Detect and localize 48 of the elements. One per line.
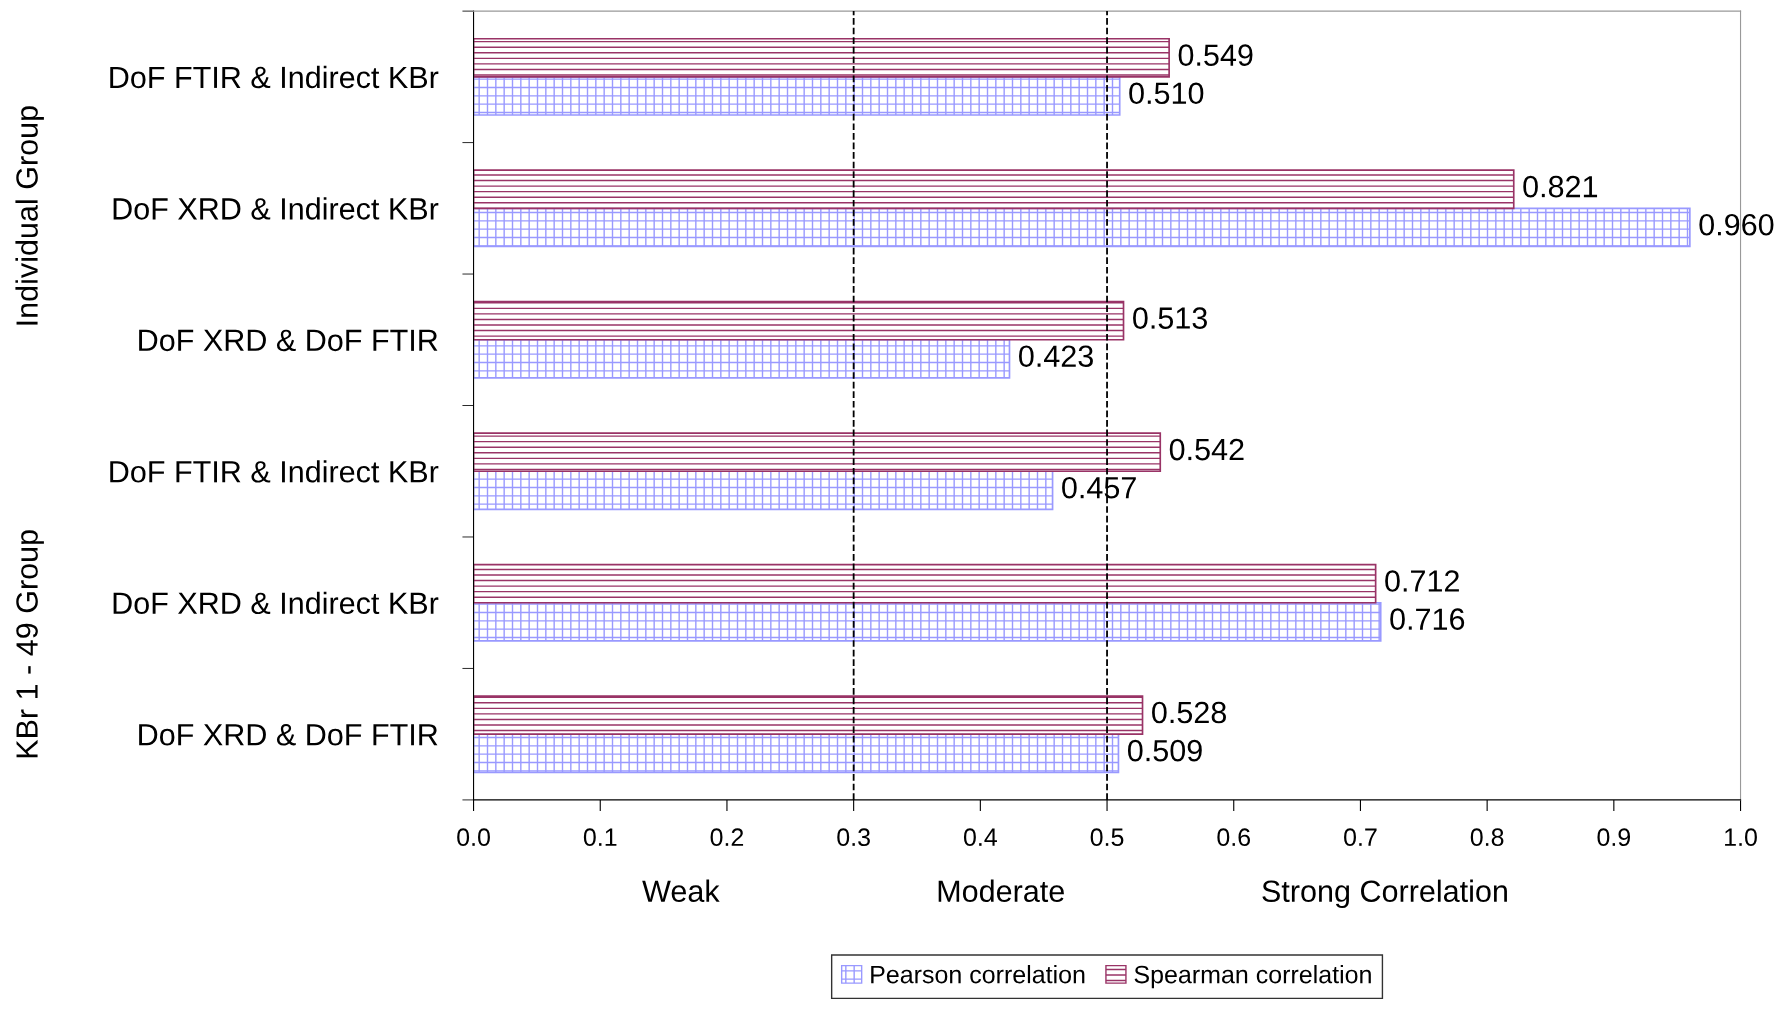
bar bbox=[473, 601, 1382, 642]
bar bbox=[473, 470, 1054, 511]
data-label: 0.510 bbox=[1129, 82, 1204, 105]
x-tick-label: 0.1 bbox=[583, 828, 617, 847]
data-label: 0.513 bbox=[1133, 307, 1207, 329]
legend-label: Pearson correlation bbox=[871, 965, 1085, 984]
bar bbox=[473, 169, 1515, 210]
data-label: 0.821 bbox=[1523, 175, 1598, 198]
x-tick-label: 0.0 bbox=[457, 828, 490, 847]
bar bbox=[473, 733, 1120, 774]
text: Weak bbox=[642, 879, 720, 903]
text: Strong Correlation bbox=[1262, 879, 1507, 909]
x-tick-label: 1.0 bbox=[1725, 828, 1757, 847]
data-label: 0.716 bbox=[1390, 608, 1465, 630]
x-tick-label: 0.4 bbox=[963, 828, 997, 847]
y-tick-label: DoF XRD & DoF FTIR bbox=[139, 329, 438, 352]
text: Moderate bbox=[938, 879, 1064, 903]
x-tick-label: 0.7 bbox=[1344, 828, 1377, 847]
x-tick-label: 0.6 bbox=[1217, 828, 1251, 847]
data-label: 0.457 bbox=[1062, 476, 1136, 499]
y-tick-label: DoF XRD & DoF FTIR bbox=[139, 724, 438, 746]
x-tick-label: 0.2 bbox=[710, 828, 744, 847]
y-tick-label: DoF FTIR & Indirect KBr bbox=[110, 65, 439, 89]
text: KBr 1 - 49 Group bbox=[16, 530, 44, 758]
data-label: 0.528 bbox=[1152, 701, 1226, 724]
text: Individual Group bbox=[15, 106, 44, 325]
x-tick-label: 0.3 bbox=[837, 828, 870, 847]
data-label: 0.712 bbox=[1385, 570, 1459, 592]
data-label: 0.509 bbox=[1127, 739, 1202, 762]
y-tick-label: DoF XRD & Indirect KBr bbox=[113, 197, 439, 220]
bar bbox=[473, 695, 1144, 736]
y-tick-label: DoF FTIR & Indirect KBr bbox=[110, 460, 439, 483]
y-tick-label: DoF XRD & Indirect KBr bbox=[113, 591, 439, 615]
bar bbox=[473, 37, 1170, 78]
x-tick-label: 0.8 bbox=[1470, 828, 1504, 847]
x-tick-label: 0.9 bbox=[1597, 828, 1631, 847]
bar bbox=[473, 300, 1125, 341]
data-label: 0.542 bbox=[1169, 438, 1244, 461]
bar bbox=[473, 563, 1377, 604]
bar bbox=[473, 207, 1691, 248]
bar bbox=[473, 76, 1121, 116]
data-label: 0.423 bbox=[1019, 345, 1093, 368]
x-tick-label: 0.5 bbox=[1090, 828, 1124, 847]
data-label: 0.549 bbox=[1178, 44, 1253, 66]
bar bbox=[473, 432, 1162, 473]
data-label: 0.960 bbox=[1699, 213, 1774, 236]
bar bbox=[473, 338, 1011, 379]
legend-label: Spearman correlation bbox=[1134, 965, 1371, 989]
